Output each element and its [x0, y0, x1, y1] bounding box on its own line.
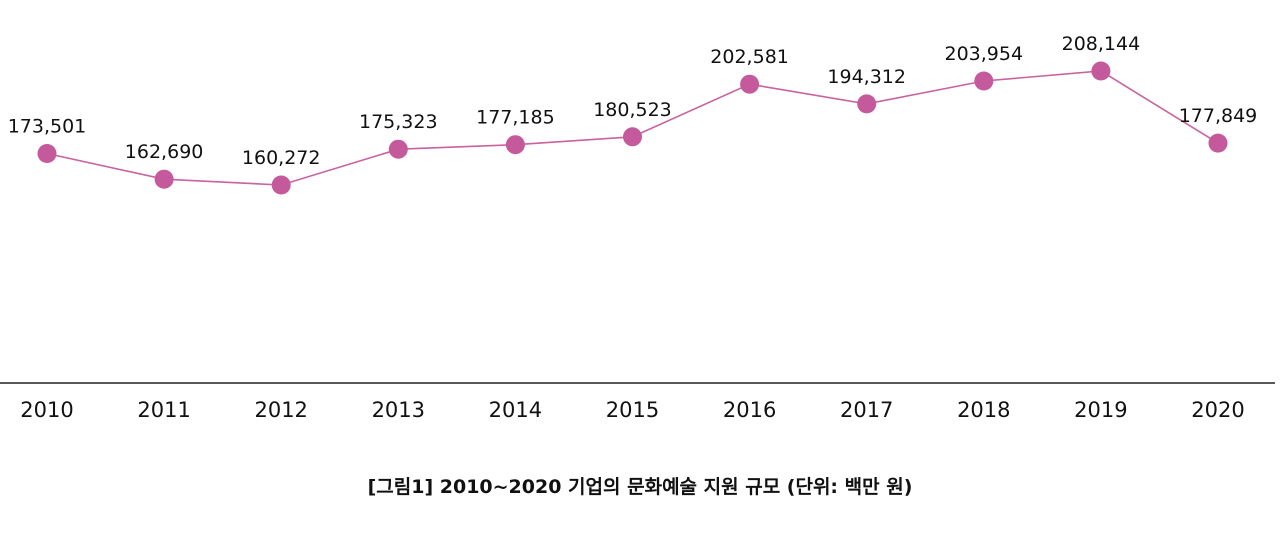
- data-label-2014: 177,185: [476, 107, 555, 129]
- data-label-2011: 162,690: [125, 141, 204, 163]
- data-point-2014: [505, 135, 525, 155]
- data-label-2010: 173,501: [8, 116, 87, 138]
- x-tick-label-2010: 2010: [20, 398, 73, 422]
- x-tick-label-group: 2010 2011 2012 2013 2014 2015 2016 2017 2018 2019…: [20, 398, 1244, 422]
- data-label-2020: 177,849: [1179, 105, 1258, 127]
- x-tick-label-2015: 2015: [606, 398, 659, 422]
- x-tick-label-2020: 2020: [1191, 398, 1244, 422]
- data-point-2017: [857, 94, 877, 114]
- data-label-2019: 208,144: [1062, 33, 1141, 55]
- data-label-2013: 175,323: [359, 111, 438, 133]
- x-tick-label-2011: 2011: [137, 398, 190, 422]
- x-tick-label-2019: 2019: [1074, 398, 1127, 422]
- x-tick-label-2018: 2018: [957, 398, 1010, 422]
- data-point-2016: [740, 74, 760, 94]
- x-tick-label-2016: 2016: [723, 398, 776, 422]
- data-label-2017: 194,312: [827, 66, 906, 88]
- x-tick-label-2014: 2014: [489, 398, 542, 422]
- data-point-2020: [1208, 133, 1228, 153]
- x-tick-label-2017: 2017: [840, 398, 893, 422]
- chart-caption: [그림1] 2010~2020 기업의 문화예술 지원 규모 (단위: 백만 원…: [367, 476, 913, 498]
- data-point-2013: [388, 139, 408, 159]
- data-point-2019: [1091, 61, 1111, 81]
- data-label-2016: 202,581: [710, 46, 789, 68]
- data-label-group: 173,501 162,690 160,272 175,323 177,185 180,5…: [8, 33, 1258, 169]
- data-point-2018: [974, 71, 994, 91]
- data-point-2011: [154, 169, 174, 189]
- data-point-2012: [271, 175, 291, 195]
- data-label-2015: 180,523: [593, 99, 672, 121]
- data-label-2012: 160,272: [242, 147, 321, 169]
- x-tick-label-2013: 2013: [372, 398, 425, 422]
- marker-group: [37, 61, 1228, 195]
- data-label-2018: 203,954: [945, 43, 1024, 65]
- x-tick-label-2012: 2012: [254, 398, 307, 422]
- data-point-2015: [623, 127, 642, 147]
- data-point-2010: [37, 144, 57, 163]
